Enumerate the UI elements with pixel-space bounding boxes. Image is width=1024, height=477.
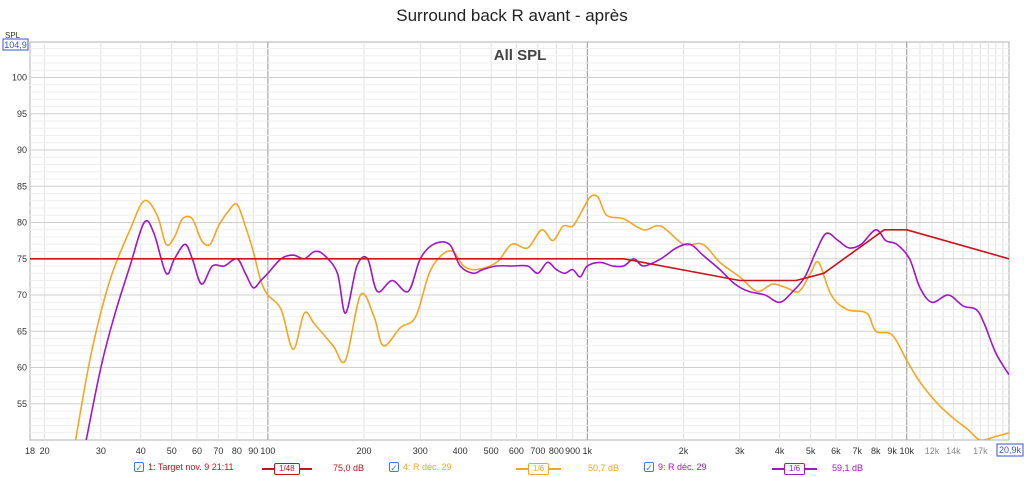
x-tick-label: 20 <box>40 446 50 456</box>
x-tick-label: 10k <box>899 446 914 456</box>
y-tick-label: 55 <box>17 399 27 409</box>
y-tick-label: 80 <box>17 218 27 228</box>
chart-title: Surround back R avant - après <box>396 6 628 25</box>
x-tick-label: 3k <box>735 446 745 456</box>
series-target-line <box>30 229 1009 282</box>
x-tick-label: 600 <box>509 446 524 456</box>
smoothing-badge-after[interactable]: 1/6 <box>784 463 806 475</box>
y-tick-label: 90 <box>17 145 27 155</box>
smoothing-badge-target[interactable]: 1/48 <box>274 463 300 475</box>
x-readout-box <box>996 443 1024 457</box>
y-axis-label: SPL <box>5 31 21 40</box>
x-tick-label: 5k <box>806 446 816 456</box>
x-tick-label: 700 <box>530 446 545 456</box>
legend-item-before[interactable]: ✓ 4: R déc. 29 <box>389 462 452 473</box>
checkbox-after[interactable]: ✓ <box>644 462 654 473</box>
y-tick-label: 95 <box>17 109 27 119</box>
x-tick-label: 1k <box>583 446 593 456</box>
y-tick-label: 60 <box>17 363 27 373</box>
y-readout-box <box>2 38 29 51</box>
x-tick-label: 2k <box>679 446 689 456</box>
x-tick-label: 200 <box>357 446 372 456</box>
series-layer <box>30 194 1009 440</box>
x-tick-label: 40 <box>136 446 146 456</box>
x-tick-label: 60 <box>192 446 202 456</box>
legend: ✓ 1: Target nov. 9 21:11 1/48 75,0 dB ✓ … <box>0 462 1024 477</box>
smoothing-badge-before[interactable]: 1/6 <box>528 463 550 475</box>
x-tick-label: 9k <box>887 446 897 456</box>
plot-area <box>29 41 1010 441</box>
smoothing-control-after[interactable]: 1/6 <box>772 463 818 475</box>
y-tick-label: 70 <box>17 290 27 300</box>
x-tick-label: 90 <box>248 446 258 456</box>
checkbox-target[interactable]: ✓ <box>134 462 144 473</box>
x-tick-label: 70 <box>213 446 223 456</box>
x-tick-label: 17k <box>973 446 988 456</box>
legend-item-target[interactable]: ✓ 1: Target nov. 9 21:11 <box>134 462 234 473</box>
x-tick-label: 8k <box>871 446 881 456</box>
smoothing-control-before[interactable]: 1/6 <box>516 463 562 475</box>
x-tick-label: 500 <box>484 446 499 456</box>
legend-label-target: 1: Target nov. 9 21:11 <box>148 462 234 472</box>
y-tick-label: 85 <box>17 181 27 191</box>
grid <box>29 41 1010 441</box>
x-tick-label: 50 <box>167 446 177 456</box>
y-tick-label: 65 <box>17 326 27 336</box>
y-tick-label: 100 <box>12 73 27 83</box>
x-tick-label: 7k <box>852 446 862 456</box>
legend-value-target: 75,0 dB <box>333 463 365 473</box>
x-tick-label: 6k <box>831 446 841 456</box>
x-tick-label: 100 <box>260 446 275 456</box>
x-tick-label: 80 <box>232 446 242 456</box>
y-readout: 104,9 <box>4 40 27 50</box>
y-tick-label: 75 <box>17 254 27 264</box>
x-readout: 20,9k <box>999 445 1022 455</box>
x-tick-label: 18 <box>25 446 35 456</box>
legend-value-before: 50,7 dB <box>588 463 620 473</box>
x-tick-label: 14k <box>946 446 961 456</box>
checkbox-before[interactable]: ✓ <box>389 462 399 473</box>
x-tick-label: 4k <box>775 446 785 456</box>
x-tick-label: 800 <box>549 446 564 456</box>
x-tick-label: 12k <box>925 446 940 456</box>
x-tick-label: 900 <box>565 446 580 456</box>
legend-label-after: 9: R déc. 29 <box>658 462 707 472</box>
legend-value-after: 59,1 dB <box>832 463 864 473</box>
legend-item-after[interactable]: ✓ 9: R déc. 29 <box>644 462 707 473</box>
x-tick-label: 300 <box>413 446 428 456</box>
legend-label-before: 4: R déc. 29 <box>403 462 452 472</box>
x-tick-label: 30 <box>96 446 106 456</box>
smoothing-control-target[interactable]: 1/48 <box>262 463 312 475</box>
inner-chart-title: All SPL <box>494 47 547 64</box>
x-tick-label: 400 <box>453 446 468 456</box>
